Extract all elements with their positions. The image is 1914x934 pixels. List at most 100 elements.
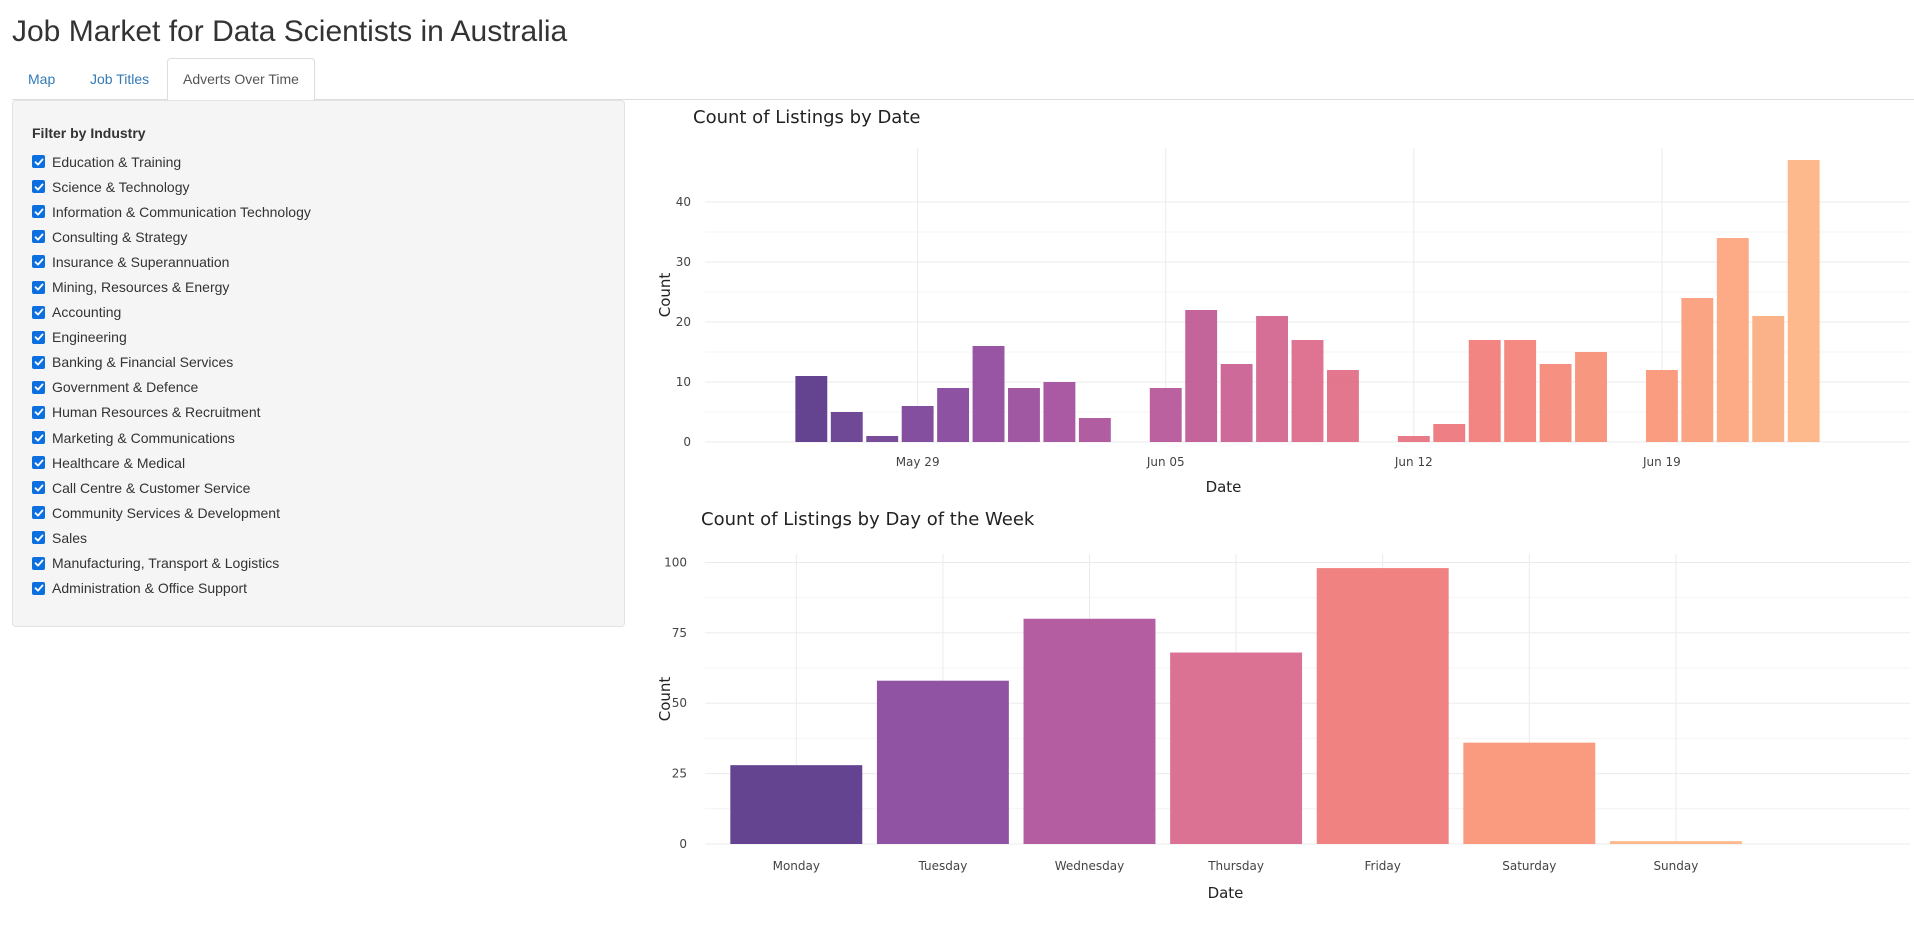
chart-title-by-day: Count of Listings by Day of the Week xyxy=(701,509,1035,530)
industry-checkbox-row[interactable]: Engineering xyxy=(32,325,605,350)
industry-checkbox-row[interactable]: Marketing & Communications xyxy=(32,425,605,450)
x-tick-label: Jun 05 xyxy=(1146,455,1185,469)
industry-checkbox-row[interactable]: Insurance & Superannuation xyxy=(32,249,605,274)
industry-checkbox-row[interactable]: Consulting & Strategy xyxy=(32,224,605,249)
checkbox[interactable] xyxy=(32,330,45,344)
check-icon xyxy=(34,383,43,391)
industry-checkbox-row[interactable]: Education & Training xyxy=(32,149,605,174)
bar xyxy=(1681,298,1714,442)
checkbox[interactable] xyxy=(32,280,45,294)
x-tick-label: May 29 xyxy=(896,455,940,469)
industry-checkbox-label: Administration & Office Support xyxy=(52,580,248,597)
bar xyxy=(901,406,934,442)
x-tick-label: Sunday xyxy=(1653,859,1698,873)
check-icon xyxy=(34,208,43,216)
checkbox[interactable] xyxy=(32,155,45,169)
filter-panel: Filter by Industry Education & Training S… xyxy=(12,100,625,627)
bar xyxy=(1256,316,1289,442)
checkbox[interactable] xyxy=(32,431,45,445)
x-tick-label: Jun 19 xyxy=(1642,455,1681,469)
industry-checkbox-label: Consulting & Strategy xyxy=(52,228,188,245)
y-tick-label: 100 xyxy=(664,555,687,569)
bar xyxy=(1433,424,1466,442)
tab-adverts-over-time[interactable]: Adverts Over Time xyxy=(167,58,315,101)
y-tick-label: 40 xyxy=(676,195,691,209)
checkbox[interactable] xyxy=(32,531,45,545)
page-title: Job Market for Data Scientists in Austra… xyxy=(12,15,568,48)
x-tick-label: Wednesday xyxy=(1055,859,1124,873)
industry-checkbox-label: Healthcare & Medical xyxy=(52,454,186,471)
bar xyxy=(1752,316,1785,442)
industry-checkbox-row[interactable]: Mining, Resources & Energy xyxy=(32,274,605,299)
y-tick-label: 75 xyxy=(672,626,687,640)
bar xyxy=(795,376,828,442)
industry-checkbox-row[interactable]: Community Services & Development xyxy=(32,500,605,525)
industry-checkbox-label: Insurance & Superannuation xyxy=(52,253,230,270)
check-icon xyxy=(34,183,43,191)
bar xyxy=(1787,160,1820,442)
checkbox[interactable] xyxy=(32,456,45,470)
industry-checkbox-row[interactable]: Government & Defence xyxy=(32,375,605,400)
bar xyxy=(1043,382,1076,442)
industry-checkbox-label: Sales xyxy=(52,529,88,546)
industry-checkbox-label: Education & Training xyxy=(52,153,182,170)
bar xyxy=(1539,364,1572,442)
checkbox[interactable] xyxy=(32,355,45,369)
checkbox[interactable] xyxy=(32,180,45,194)
check-icon xyxy=(34,308,43,316)
bar xyxy=(1463,742,1596,844)
x-tick-label: Jun 12 xyxy=(1394,455,1433,469)
checkbox[interactable] xyxy=(32,380,45,394)
industry-checkbox-row[interactable]: Science & Technology xyxy=(32,174,605,199)
industry-checkbox-label: Information & Communication Technology xyxy=(52,203,311,220)
bar xyxy=(1185,310,1218,442)
checkbox[interactable] xyxy=(32,581,45,595)
industry-checkbox-row[interactable]: Healthcare & Medical xyxy=(32,450,605,475)
industry-checkbox-label: Human Resources & Recruitment xyxy=(52,404,261,421)
bar xyxy=(1575,352,1607,442)
filter-label: Filter by Industry xyxy=(32,125,146,141)
checkbox[interactable] xyxy=(32,506,45,520)
industry-checkbox-row[interactable]: Accounting xyxy=(32,300,605,325)
bar xyxy=(1149,388,1182,442)
chart-by-date: 0 10 20 30 40 May 29 Jun 05 Jun 12 Jun 19 Date Cou… xyxy=(656,148,1910,496)
checkbox[interactable] xyxy=(32,255,45,269)
industry-checkbox-row[interactable]: Information & Communication Technology xyxy=(32,199,605,224)
industry-checkbox-row[interactable]: Call Centre & Customer Service xyxy=(32,475,605,500)
checkbox[interactable] xyxy=(32,556,45,570)
check-icon xyxy=(34,534,43,542)
industry-checkbox-label: Manufacturing, Transport & Logistics xyxy=(52,555,280,572)
chart-title-by-date: Count of Listings by Date xyxy=(693,107,921,128)
tab-job-titles[interactable]: Job Titles xyxy=(90,71,150,87)
bar xyxy=(1326,370,1359,442)
industry-checkbox-row[interactable]: Manufacturing, Transport & Logistics xyxy=(32,551,605,576)
y-axis-label: Count xyxy=(656,677,674,722)
checkbox[interactable] xyxy=(32,481,45,495)
checkbox[interactable] xyxy=(32,305,45,319)
bar xyxy=(1609,841,1742,844)
industry-checkbox-group: Education & Training Science & Technology… xyxy=(32,149,605,601)
x-tick-label: Monday xyxy=(773,859,820,873)
check-icon xyxy=(34,509,43,517)
bar xyxy=(830,412,863,442)
industry-checkbox-row[interactable]: Administration & Office Support xyxy=(32,576,605,601)
industry-checkbox-row[interactable]: Banking & Financial Services xyxy=(32,350,605,375)
x-axis-label: Date xyxy=(1206,478,1242,496)
checkbox[interactable] xyxy=(32,205,45,219)
industry-checkbox-label: Accounting xyxy=(52,304,122,321)
checkbox[interactable] xyxy=(32,405,45,419)
industry-checkbox-row[interactable]: Human Resources & Recruitment xyxy=(32,400,605,425)
check-icon xyxy=(34,233,43,241)
check-icon xyxy=(34,358,43,366)
checkbox[interactable] xyxy=(32,230,45,244)
tab-map[interactable]: Map xyxy=(28,71,56,87)
y-tick-label: 30 xyxy=(676,255,691,269)
industry-checkbox-row[interactable]: Sales xyxy=(32,525,605,550)
bar xyxy=(730,765,863,844)
check-icon xyxy=(34,559,43,567)
tab-bar: Map Job Titles Adverts Over Time xyxy=(12,58,1914,101)
x-tick-label: Tuesday xyxy=(917,859,967,873)
industry-checkbox-label: Community Services & Development xyxy=(52,504,280,521)
bar xyxy=(1504,340,1537,442)
bar xyxy=(1008,388,1040,442)
